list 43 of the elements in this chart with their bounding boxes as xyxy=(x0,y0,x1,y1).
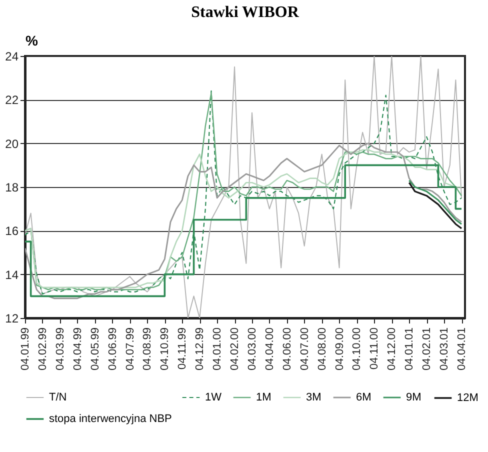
x-tick-label: 04.05.99 xyxy=(89,328,102,370)
y-axis-title: % xyxy=(26,32,38,48)
y-tick-label: 16 xyxy=(5,224,19,238)
x-tick-label: 04.04.00 xyxy=(264,328,276,370)
legend-label: 1W xyxy=(205,392,222,404)
x-tick-label: 04.10.00 xyxy=(351,328,364,370)
x-tick-label: 04.09.00 xyxy=(334,328,346,370)
x-tick-label: 04.01.01 xyxy=(404,328,416,370)
x-tick-label: 04.07.00 xyxy=(298,328,311,370)
legend-label: 6M xyxy=(356,392,372,404)
y-tick-label: 24 xyxy=(5,50,19,64)
legend-label: 9M xyxy=(406,392,422,404)
x-tick-label: 04.06.00 xyxy=(281,328,294,370)
x-tick-label: 04.04.99 xyxy=(72,328,84,370)
chart-title: Stawki WIBOR xyxy=(191,4,300,21)
x-tick-label: 04.11.99 xyxy=(176,328,189,370)
legend-label: 3M xyxy=(306,392,322,404)
x-tick-label: 04.02.00 xyxy=(229,328,242,370)
y-tick-label: 18 xyxy=(5,180,19,194)
legend-label: T/N xyxy=(49,392,67,404)
y-tick-label: 20 xyxy=(5,136,19,151)
x-tick-label: 04.12.99 xyxy=(194,328,206,370)
x-tick-label: 04.03.99 xyxy=(54,328,66,370)
y-tick-label: 22 xyxy=(5,93,19,108)
x-tick-label: 04.10.99 xyxy=(159,328,172,370)
x-tick-label: 04.03.01 xyxy=(438,328,451,370)
x-tick-label: 04.08.00 xyxy=(316,328,328,370)
x-tick-label: 04.02.99 xyxy=(36,328,49,370)
x-tick-label: 04.11.00 xyxy=(368,328,381,370)
x-tick-label: 04.04.01 xyxy=(456,328,468,370)
x-tick-label: 04.08.99 xyxy=(142,328,154,370)
legend-label: stopa interwencyjna NBP xyxy=(49,413,172,425)
x-tick-label: 04.03.00 xyxy=(246,328,258,370)
y-tick-label: 14 xyxy=(5,268,19,282)
legend-label: 1M xyxy=(256,392,272,404)
y-tick-label: 12 xyxy=(5,312,19,326)
legend-label: 12M xyxy=(457,392,478,404)
x-tick-label: 04.07.99 xyxy=(124,328,136,370)
x-tick-label: 04.01.00 xyxy=(212,328,224,370)
x-tick-label: 04.01.99 xyxy=(20,328,32,370)
x-tick-label: 04.02.01 xyxy=(421,328,434,370)
x-tick-label: 04.06.99 xyxy=(106,328,119,370)
x-tick-label: 04.12.00 xyxy=(386,328,398,370)
